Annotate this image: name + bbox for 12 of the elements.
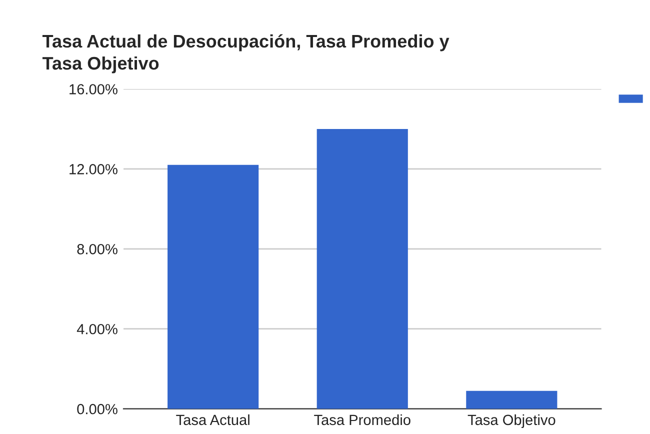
x-tick-label: Tasa Promedio (314, 414, 410, 426)
x-tick-label: Tasa Actual (176, 414, 250, 426)
y-tick-label: 4.00% (76, 324, 118, 334)
x-tick-label: Tasa Objetivo (468, 414, 556, 428)
bar (168, 164, 259, 409)
y-tick-label: 16.00% (70, 84, 118, 94)
y-tick-label: 12.00% (70, 164, 118, 174)
chart-title: Tasa Actual de Desocupación, Tasa Promedio y Tasa Objetivo (42, 34, 450, 74)
y-tick-label: 0.00% (77, 404, 118, 414)
bar (466, 390, 558, 409)
y-tick-label: 8.00% (77, 244, 118, 254)
bar (316, 128, 408, 409)
